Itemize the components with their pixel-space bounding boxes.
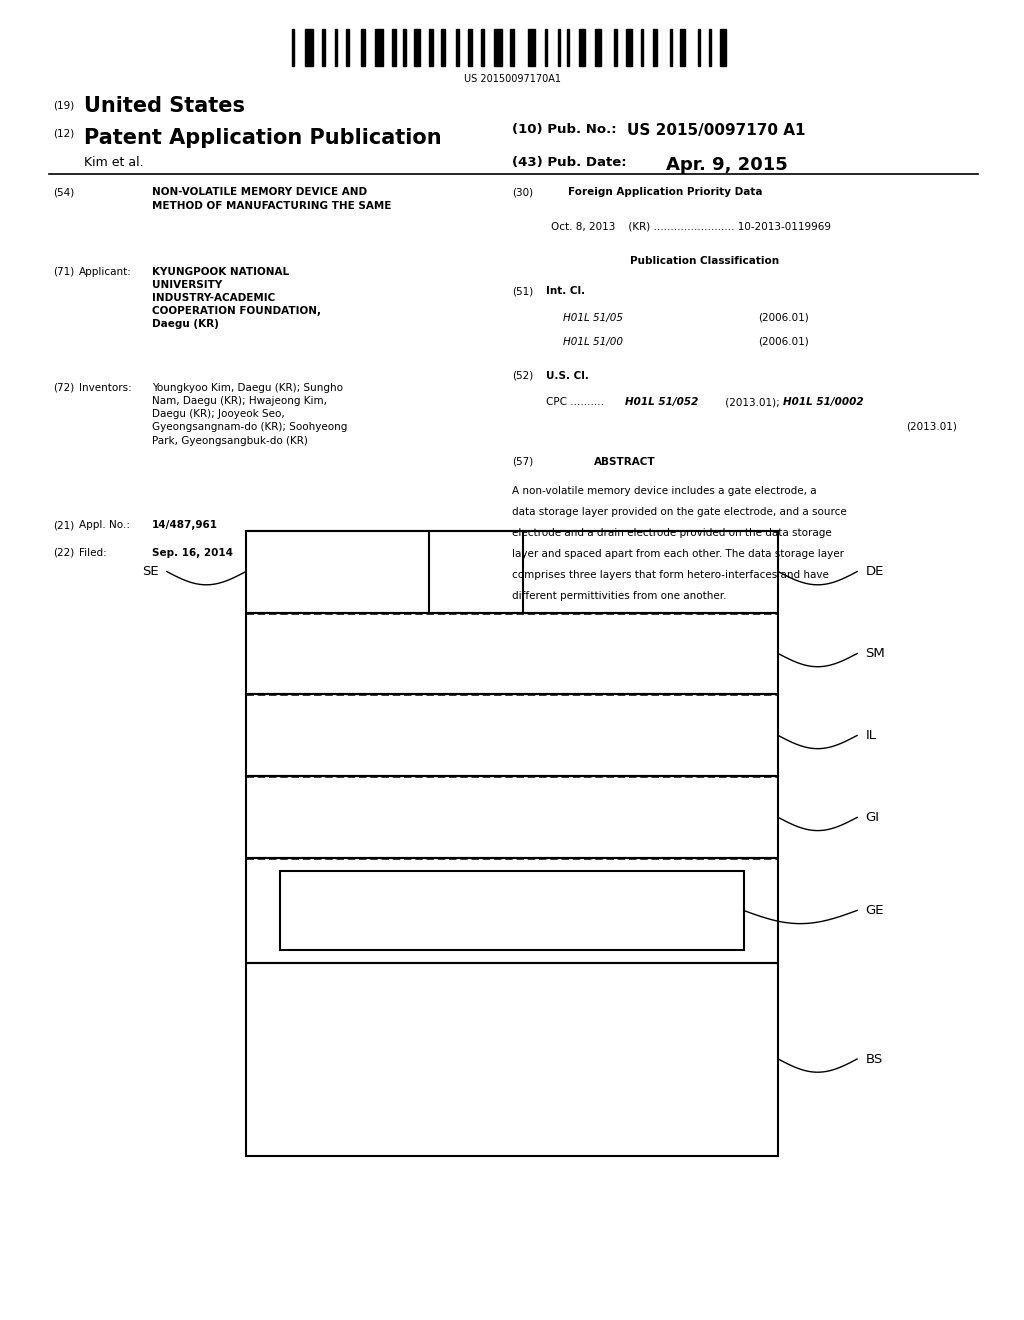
Bar <box>614 29 616 66</box>
Text: comprises three layers that form hetero-interfaces and have: comprises three layers that form hetero-… <box>512 570 828 581</box>
Bar <box>246 531 778 612</box>
Text: Inventors:: Inventors: <box>79 383 132 393</box>
Text: (2013.01);: (2013.01); <box>722 397 779 408</box>
Bar <box>579 29 585 66</box>
Bar <box>558 29 560 66</box>
Bar <box>305 29 313 66</box>
Bar <box>361 29 366 66</box>
Text: Int. Cl.: Int. Cl. <box>546 286 585 297</box>
Text: SM: SM <box>865 647 885 660</box>
Text: United States: United States <box>84 96 245 116</box>
Bar <box>346 29 349 66</box>
Text: Apr. 9, 2015: Apr. 9, 2015 <box>666 156 787 174</box>
Text: ABSTRACT: ABSTRACT <box>594 457 655 467</box>
Bar <box>697 29 700 66</box>
Text: (72): (72) <box>53 383 75 393</box>
Text: Appl. No.:: Appl. No.: <box>79 520 130 531</box>
Bar <box>653 29 657 66</box>
Bar <box>415 29 421 66</box>
Bar <box>567 29 569 66</box>
Text: (57): (57) <box>512 457 534 467</box>
Text: U.S. Cl.: U.S. Cl. <box>546 371 589 381</box>
Text: Patent Application Publication: Patent Application Publication <box>84 128 441 148</box>
Text: (19): (19) <box>53 100 75 111</box>
Text: (2006.01): (2006.01) <box>758 337 809 347</box>
Text: different permittivities from one another.: different permittivities from one anothe… <box>512 591 726 602</box>
Text: Applicant:: Applicant: <box>79 267 132 277</box>
Text: GI: GI <box>865 810 880 824</box>
Text: Oct. 8, 2013    (KR) ........................ 10-2013-0119969: Oct. 8, 2013 (KR) ......................… <box>551 222 830 232</box>
Bar <box>481 29 484 66</box>
Text: H01L 51/0002: H01L 51/0002 <box>783 397 864 408</box>
Text: CPC ..........: CPC .......... <box>546 397 604 408</box>
Bar <box>375 29 383 66</box>
Text: layer and spaced apart from each other. The data storage layer: layer and spaced apart from each other. … <box>512 549 844 560</box>
Text: NON-VOLATILE MEMORY DEVICE AND
METHOD OF MANUFACTURING THE SAME: NON-VOLATILE MEMORY DEVICE AND METHOD OF… <box>152 187 391 211</box>
Text: IL: IL <box>865 729 877 742</box>
Bar <box>528 29 535 66</box>
Text: DE: DE <box>865 565 884 578</box>
Text: H01L 51/05: H01L 51/05 <box>563 313 624 323</box>
Bar <box>246 694 778 776</box>
Bar <box>335 29 338 66</box>
Text: H01L 51/00: H01L 51/00 <box>563 337 624 347</box>
Text: electrode and a drain electrode provided on the data storage: electrode and a drain electrode provided… <box>512 528 831 539</box>
Text: (54): (54) <box>53 187 75 198</box>
Text: (10) Pub. No.:: (10) Pub. No.: <box>512 123 616 136</box>
Text: (2013.01): (2013.01) <box>906 421 957 432</box>
Text: BS: BS <box>865 1052 883 1065</box>
Text: (2006.01): (2006.01) <box>758 313 809 323</box>
Bar <box>720 29 726 66</box>
Bar <box>281 871 743 950</box>
Text: Publication Classification: Publication Classification <box>630 256 779 267</box>
Text: (51): (51) <box>512 286 534 297</box>
Bar <box>626 29 632 66</box>
Bar <box>246 858 778 962</box>
Bar <box>545 29 548 66</box>
Text: (52): (52) <box>512 371 534 381</box>
Bar <box>641 29 643 66</box>
Text: 14/487,961: 14/487,961 <box>152 520 217 531</box>
Bar <box>246 612 778 694</box>
Text: (12): (12) <box>53 128 75 139</box>
Text: SE: SE <box>142 565 159 578</box>
Bar <box>670 29 672 66</box>
Bar <box>392 29 396 66</box>
Text: Foreign Application Priority Data: Foreign Application Priority Data <box>568 187 763 198</box>
Text: A non-volatile memory device includes a gate electrode, a: A non-volatile memory device includes a … <box>512 486 816 496</box>
Bar <box>429 29 433 66</box>
Text: GE: GE <box>865 904 884 917</box>
Bar <box>468 29 472 66</box>
Bar <box>595 29 601 66</box>
Text: H01L 51/052: H01L 51/052 <box>625 397 698 408</box>
Bar <box>246 776 778 858</box>
Bar <box>323 29 325 66</box>
Bar <box>403 29 406 66</box>
Bar <box>246 962 778 1155</box>
Text: Youngkyoo Kim, Daegu (KR); Sungho
Nam, Daegu (KR); Hwajeong Kim,
Daegu (KR); Joo: Youngkyoo Kim, Daegu (KR); Sungho Nam, D… <box>152 383 347 446</box>
Text: US 20150097170A1: US 20150097170A1 <box>464 74 560 84</box>
Text: Filed:: Filed: <box>79 548 106 558</box>
Bar <box>510 29 514 66</box>
Text: (43) Pub. Date:: (43) Pub. Date: <box>512 156 627 169</box>
Text: (22): (22) <box>53 548 75 558</box>
Bar <box>495 29 503 66</box>
Text: (21): (21) <box>53 520 75 531</box>
Text: Sep. 16, 2014: Sep. 16, 2014 <box>152 548 232 558</box>
Bar <box>441 29 445 66</box>
Text: US 2015/0097170 A1: US 2015/0097170 A1 <box>627 123 805 137</box>
Bar <box>709 29 711 66</box>
Text: (30): (30) <box>512 187 534 198</box>
Text: KYUNGPOOK NATIONAL
UNIVERSITY
INDUSTRY-ACADEMIC
COOPERATION FOUNDATION,
Daegu (K: KYUNGPOOK NATIONAL UNIVERSITY INDUSTRY-A… <box>152 267 321 330</box>
Text: Kim et al.: Kim et al. <box>84 156 143 169</box>
Bar <box>680 29 684 66</box>
Bar <box>457 29 459 66</box>
Bar <box>292 29 295 66</box>
Text: (71): (71) <box>53 267 75 277</box>
Text: data storage layer provided on the gate electrode, and a source: data storage layer provided on the gate … <box>512 507 847 517</box>
